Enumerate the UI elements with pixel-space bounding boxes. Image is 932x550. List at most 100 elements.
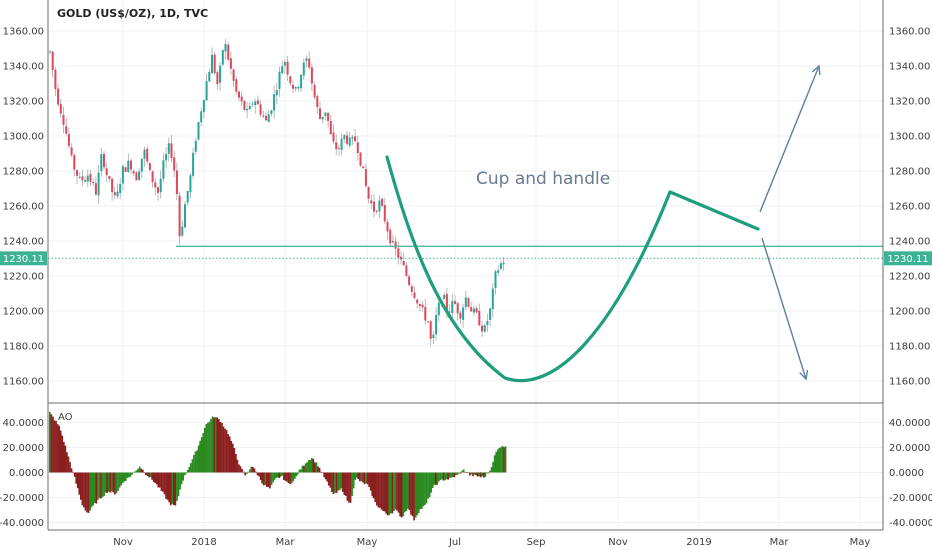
ao-bar-falling [324,472,327,480]
candle-up [451,301,454,314]
ao-bar-falling [266,472,268,487]
ao-bar-rising [354,472,357,480]
candle-down [256,100,259,105]
ao-bar-rising [424,472,426,505]
ao-tick-label-right: 0.0000 [889,468,924,479]
ao-bar-falling [258,472,260,477]
candle-up [200,111,203,123]
ao-bar-falling [397,472,400,513]
candle-down [481,325,483,332]
y-tick-label-left: 1180.00 [3,342,44,353]
ao-bar-falling [320,471,322,473]
ao-bar-falling [385,472,388,514]
ao-bar-falling [228,436,231,473]
candle-down [67,133,70,147]
ao-bar-rising [188,466,191,473]
ao-bar-falling [83,472,85,508]
ao-bar-falling [408,472,411,511]
ao-bar-rising [97,472,99,500]
y-tick-label-left: 1220.00 [3,272,44,283]
ao-bar-rising [132,472,135,473]
candle-up [194,140,197,152]
y-tick-label-right: 1180.00 [889,342,930,353]
last-price-badge-right [884,251,932,266]
candle-up [340,138,343,150]
candle-up [251,103,254,105]
ao-bar-rising [202,433,205,473]
candle-down [459,312,462,319]
x-tick-label: Jul [448,537,461,548]
ao-bar-falling [346,472,349,501]
ao-tick-label-right: -20.0000 [889,493,932,504]
candle-down [178,195,181,237]
ao-bar-falling [400,472,403,518]
candle-up [127,160,130,172]
ao-bar-falling [106,472,109,494]
candle-down [364,169,367,187]
ao-bar-falling [386,472,389,516]
ao-bar-falling [224,428,226,473]
candle-down [335,142,338,150]
y-tick-label-left: 1280.00 [3,167,44,178]
candle-down [81,176,84,181]
x-tick-label: Mar [770,537,790,548]
ao-bar-falling [382,472,384,511]
candle-down [456,303,459,314]
ao-bar-falling [475,472,477,476]
candle-down [240,96,243,102]
ao-bar-rising [417,472,420,514]
ao-bar-falling [328,472,330,486]
ao-bar-falling [447,472,450,480]
ao-bar-rising [205,424,208,473]
ao-bar-rising [126,472,129,478]
ao-bar-falling [166,472,169,500]
ao-bar-rising [462,469,465,473]
candle-down [448,311,451,313]
x-tick-label: May [850,537,871,548]
grid-lines [48,0,883,530]
last-price-text-right: 1230.11 [887,254,928,265]
ao-bar-falling [142,469,144,473]
ao-bar-rising [478,472,481,477]
ao-bar-rising [473,472,476,475]
candle-up [197,122,200,140]
ao-bar-rising [185,472,188,474]
ao-bar-rising [445,472,448,480]
ao-bar-falling [61,435,64,473]
candle-up [321,116,324,120]
candle-up [246,108,249,111]
candle-up [78,176,81,178]
y-tick-label-left: 1360.00 [3,27,44,38]
ao-bar-rising [183,472,186,476]
ao-bar-falling [357,472,360,480]
candle-up [489,308,492,320]
candle-up [49,51,51,53]
ao-bar-rising [180,472,183,485]
ao-bar-falling [261,472,264,484]
ao-bar-falling [221,422,223,473]
candle-up [443,294,446,300]
candle-down [235,79,238,92]
ao-bar-falling [472,472,474,477]
ao-bar-rising [272,472,274,483]
ao-bar-rising [439,472,442,481]
ao-bar-rising [300,469,302,473]
ao-bar-rising [352,472,355,489]
candle-down [454,301,456,304]
ao-bar-falling [87,472,90,513]
ao-bar-falling [173,472,175,505]
ao-bar-falling [289,472,291,484]
ao-bar-rising [425,472,428,504]
candle-down [262,115,265,117]
candle-down [94,183,97,195]
candle-up [281,66,284,74]
ao-bar-rising [390,472,392,514]
ao-bar-falling [112,472,115,493]
ao-bar-rising [135,470,138,473]
candle-down [410,286,413,292]
ao-bar-falling [374,472,377,502]
candle-up [116,191,119,197]
candle-up [121,166,124,184]
candle-down [132,171,135,174]
